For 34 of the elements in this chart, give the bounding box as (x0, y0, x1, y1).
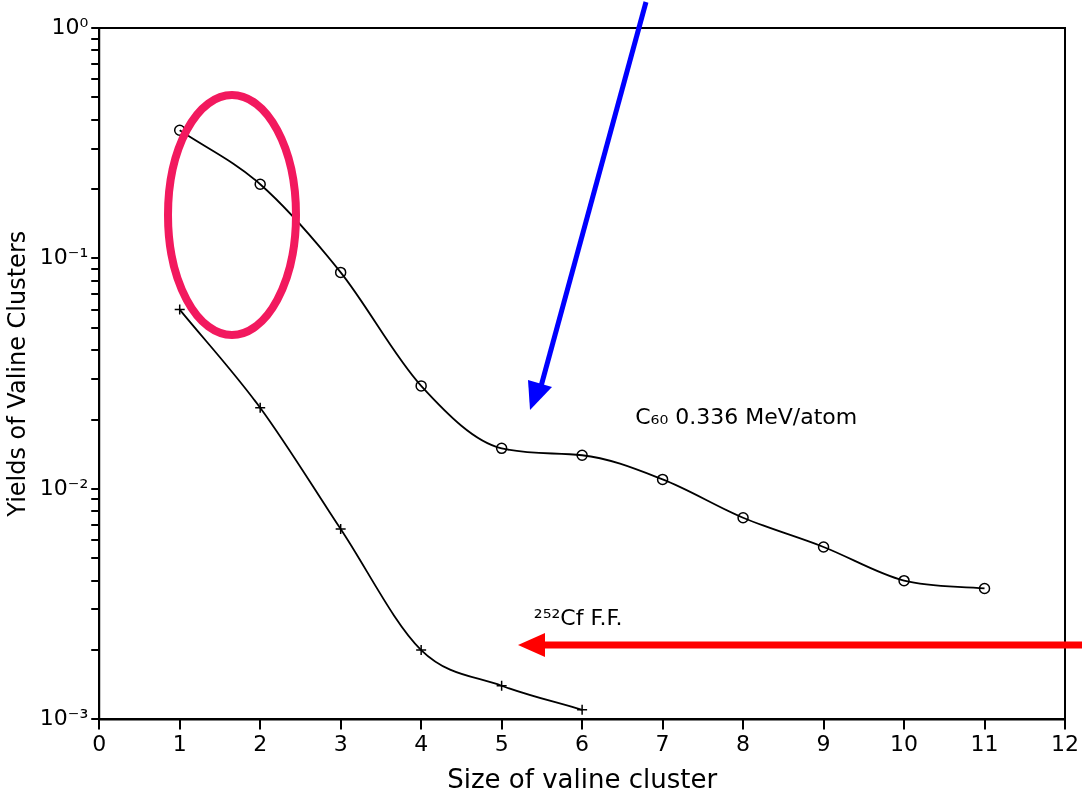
x-tick-label: 8 (736, 731, 751, 757)
annotation: C₆₀ 0.336 MeV/atom (635, 404, 858, 430)
y-axis-title: Yields of Valine Clusters (2, 230, 31, 518)
y-tick-label: 10⁻³ (39, 705, 89, 731)
point (737, 511, 749, 524)
point (415, 380, 427, 392)
y-tick-label: 10⁻¹ (39, 244, 89, 270)
point (576, 449, 588, 462)
point (334, 523, 347, 535)
x-tick-label: 11 (970, 731, 999, 757)
point (978, 582, 991, 595)
x-tick-label: 12 (1051, 731, 1079, 757)
point (173, 303, 186, 316)
point (334, 266, 347, 279)
y-tick-label: 10⁻² (39, 474, 89, 500)
x-tick-label: 4 (414, 731, 429, 757)
x-tick-label: 7 (655, 731, 670, 757)
x-tick-label: 1 (172, 731, 187, 757)
x-tick-label: 2 (253, 731, 268, 757)
x-tick-label: 10 (890, 731, 919, 757)
point (495, 442, 508, 455)
point (656, 473, 669, 486)
point (495, 679, 508, 692)
annotation: ²⁵²Cf F.F. (533, 604, 623, 630)
y-tick-label: 10⁰ (51, 13, 89, 39)
x-tick-label: 0 (92, 731, 107, 757)
point (254, 178, 266, 190)
x-tick-label: 6 (575, 731, 590, 757)
x-tick-label: 9 (816, 731, 831, 757)
point (898, 574, 910, 587)
x-axis-title: Size of valine cluster (447, 764, 718, 795)
x-tick-label: 5 (494, 731, 509, 757)
x-tick-label: 3 (333, 731, 348, 757)
point (817, 541, 830, 553)
